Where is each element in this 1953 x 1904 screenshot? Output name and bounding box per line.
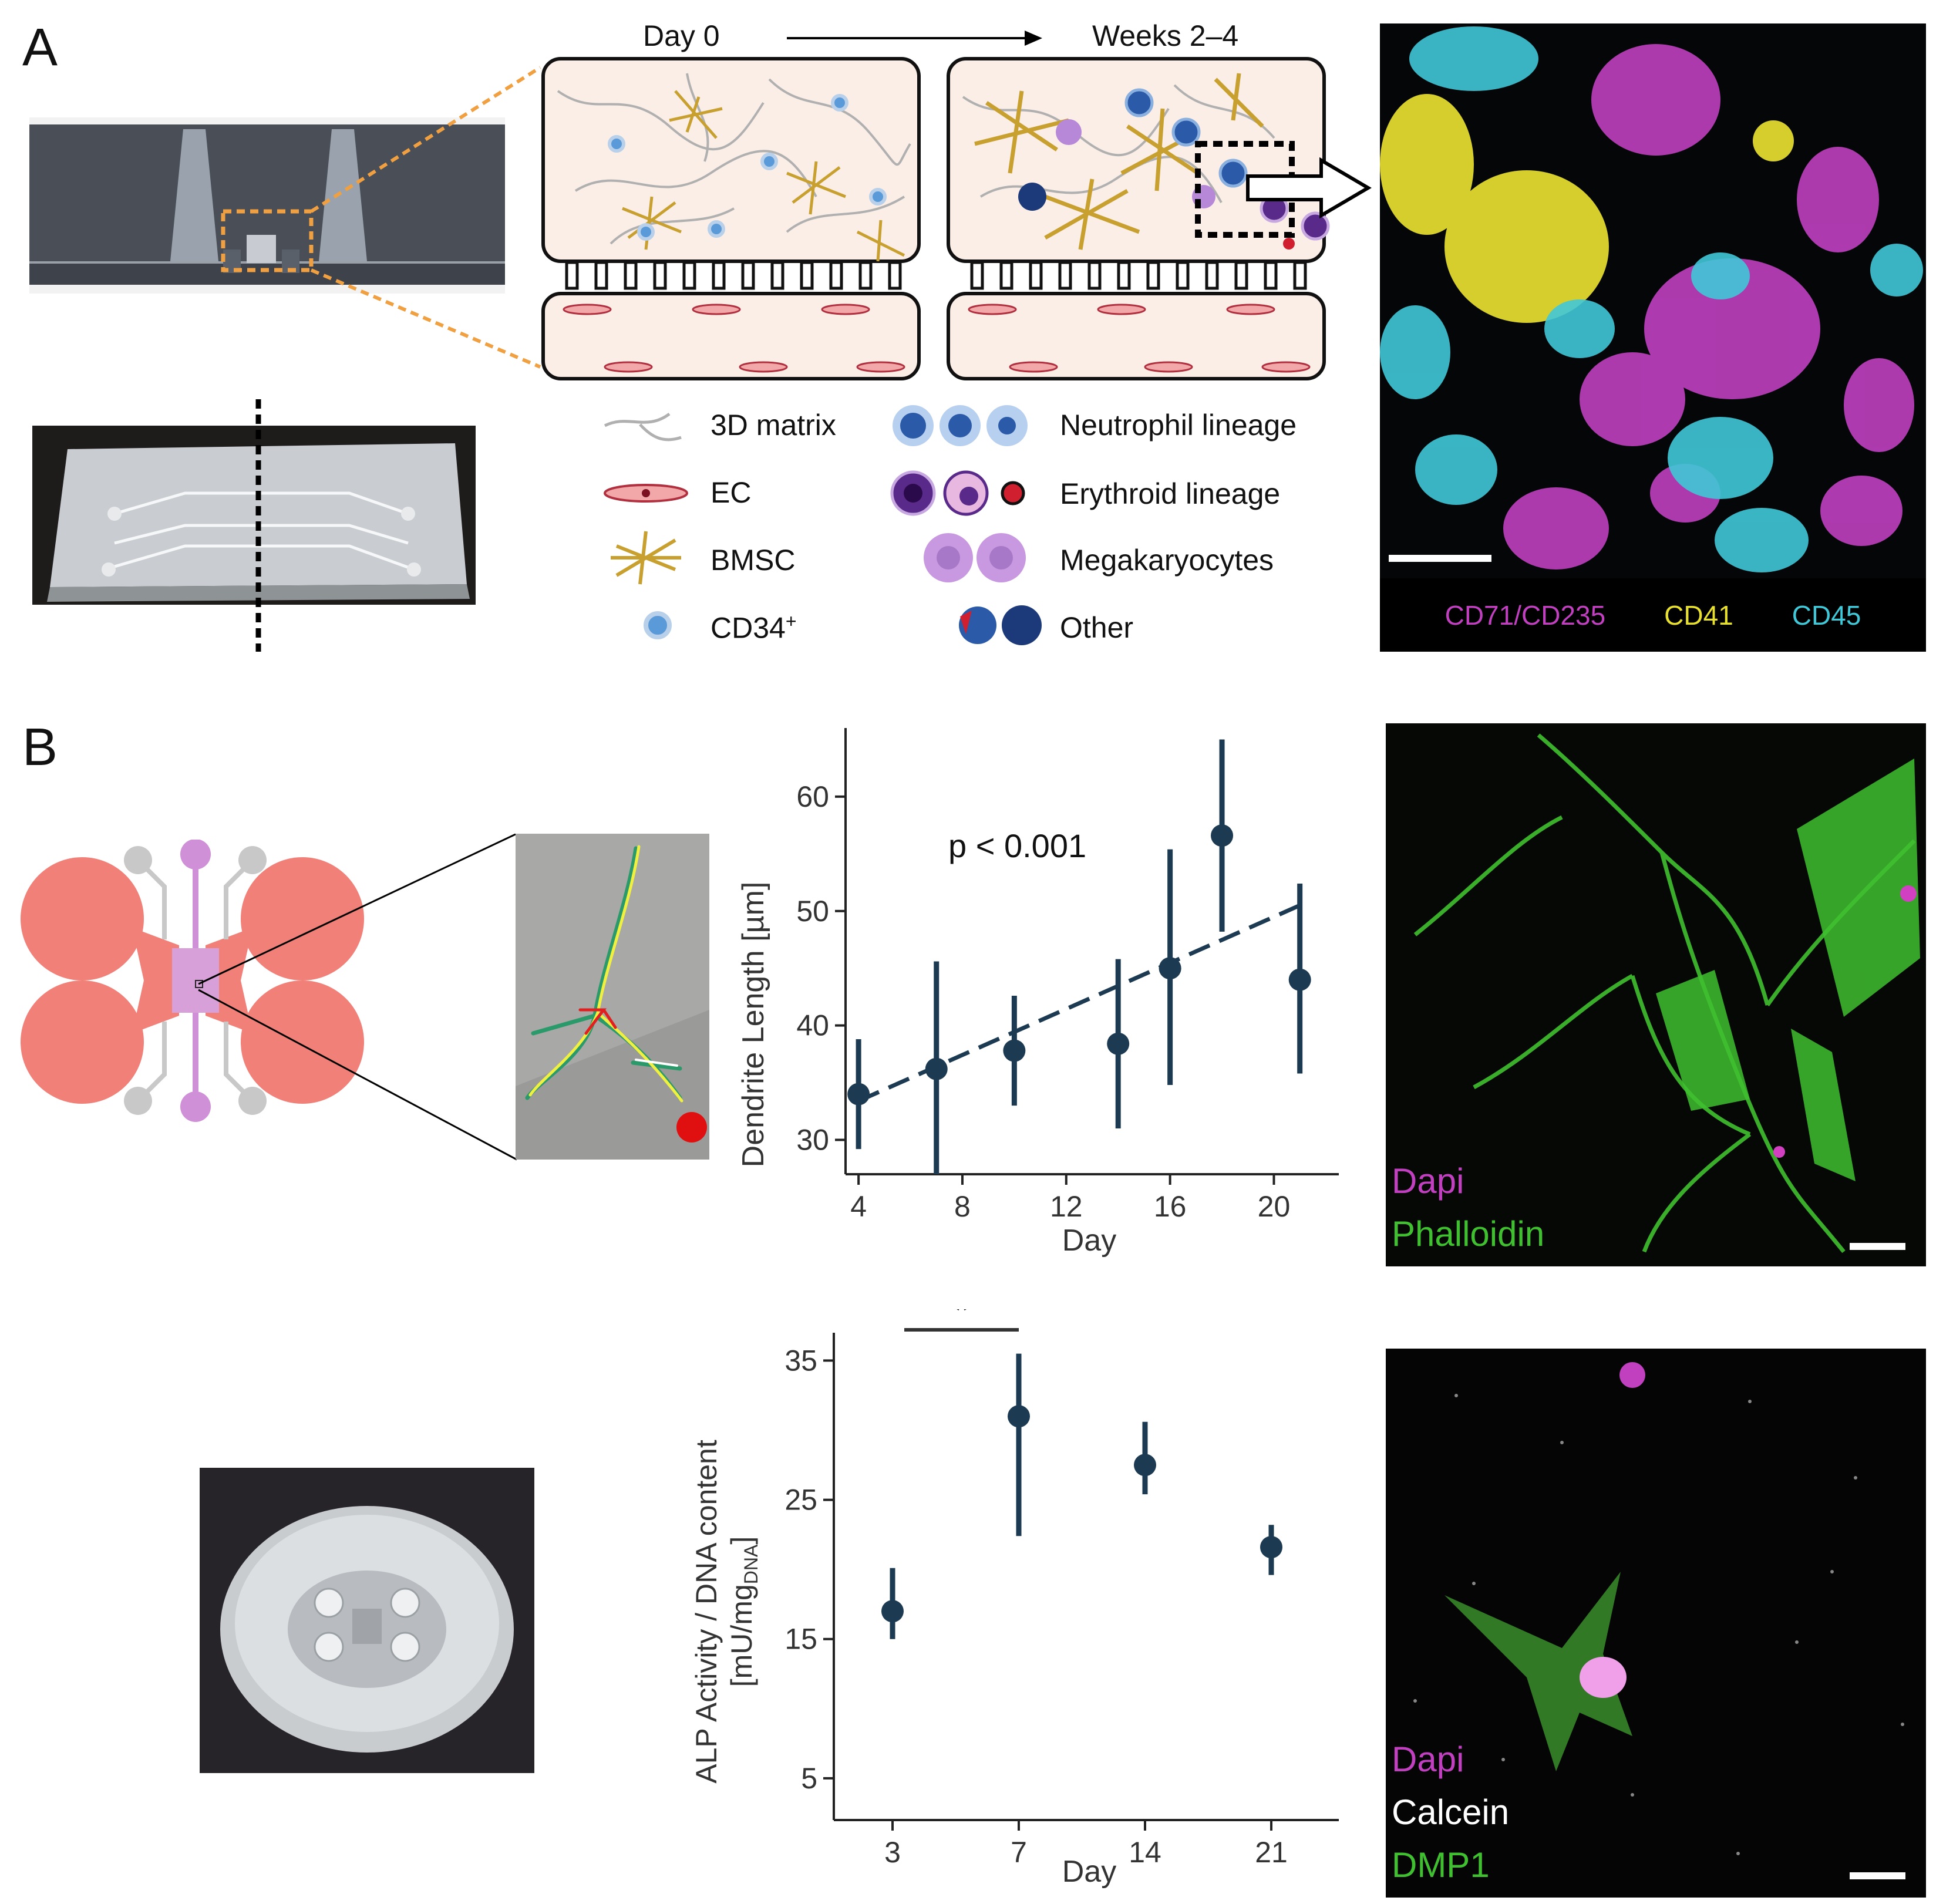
channel-phalloidin: Phalloidin [1392, 1214, 1545, 1253]
dendrite-image [516, 834, 709, 1160]
erythroid-icon [890, 470, 1025, 516]
scale-bar [1389, 555, 1491, 562]
time-arrow [787, 31, 1042, 46]
channel-dmp1: DMP1 [1392, 1845, 1490, 1885]
zoom-arrow-icon [1246, 157, 1372, 219]
micrograph-a-channel-legend: CD71/CD235 CD41 CD45 [1380, 578, 1926, 652]
chart2-ytick-label: 5 [801, 1762, 817, 1795]
scale-bar [1850, 1872, 1905, 1879]
micrograph-b1-image [1386, 723, 1926, 1266]
zoom-lines-b [198, 834, 517, 1161]
chart2-point [1134, 1454, 1156, 1477]
chart2-significance-label: * [953, 1309, 969, 1333]
micrograph-a-image [1380, 23, 1926, 578]
chart1-ytick-label: 60 [796, 780, 829, 813]
chart1-xtick-label: 20 [1258, 1190, 1291, 1223]
legend-icons-right [890, 405, 1042, 645]
chart2-point [1260, 1536, 1282, 1559]
legend-other: Other [1060, 611, 1134, 644]
legend-cd34: CD34+ [711, 611, 797, 645]
chart1-trend-line [857, 903, 1301, 1103]
chart1-point [847, 1083, 870, 1106]
chart1-xlabel: Day [1062, 1224, 1116, 1258]
petri-dish-photo [200, 1468, 534, 1773]
chart-dendrite-length: 30 40 50 60 4 8 12 16 20 Day Dendrite Length [µm… [736, 728, 1339, 1258]
channel-cd71: CD71/CD235 [1444, 599, 1606, 631]
chart2-xlabel: Day [1062, 1855, 1116, 1889]
chart1-point [1107, 1032, 1130, 1055]
chart2-ytick-label: 15 [784, 1623, 817, 1656]
day0-label: Day 0 [643, 19, 720, 52]
chart1-ytick-label: 50 [796, 895, 829, 928]
chart2-point [1008, 1405, 1030, 1428]
panel-label-b: B [22, 718, 58, 777]
chart2-point [881, 1600, 904, 1623]
legend-icons-left [604, 412, 688, 639]
culture-chambers [541, 57, 1330, 380]
scale-bar [1850, 1243, 1905, 1250]
matrix-icon [604, 412, 682, 442]
other-icon [959, 605, 1042, 645]
ec-icon [604, 484, 688, 503]
chart1-ylabel: Dendrite Length [µm] [736, 882, 770, 1168]
bmsc-icon [611, 531, 681, 585]
legend-matrix: 3D matrix [711, 409, 836, 442]
chart1-point [925, 1057, 948, 1080]
chart1-ytick-label: 40 [796, 1009, 829, 1042]
chart2-xtick-label: 7 [1011, 1836, 1027, 1869]
chart1-point [1211, 824, 1234, 847]
micrograph-b1: Dapi Phalloidin [1386, 723, 1926, 1266]
micrograph-b2: Dapi Calcein DMP1 [1386, 1349, 1926, 1898]
chart1-xtick-label: 12 [1050, 1190, 1083, 1223]
zoom-lines [310, 66, 541, 369]
chart1-point [1003, 1039, 1026, 1062]
legend-bmsc: BMSC [711, 544, 796, 577]
chart1-ytick-label: 30 [796, 1124, 829, 1157]
chip-diagram [21, 840, 364, 1122]
chart2-ylabel-line2: [mU/mgDNA] [725, 1536, 762, 1687]
section-line [255, 399, 261, 652]
legend-megakaryocytes: Megakaryocytes [1060, 544, 1274, 577]
channel-dapi: Dapi [1392, 1161, 1464, 1201]
micrograph-a: CD71/CD235 CD41 CD45 [1380, 23, 1926, 652]
legend-neutrophil: Neutrophil lineage [1060, 409, 1297, 442]
neutrophil-icon [893, 405, 1028, 446]
chart2-ylabel-end: ] [725, 1536, 758, 1545]
chart2-xtick-label: 3 [884, 1836, 901, 1869]
channel-calcein: Calcein [1392, 1792, 1510, 1832]
legend-cd34-base: CD34 [711, 611, 786, 645]
chart1-xtick-label: 16 [1154, 1190, 1187, 1223]
chart1-point [1288, 968, 1311, 991]
chart1-annotation: p < 0.001 [948, 827, 1086, 864]
chart1-xtick-label: 8 [954, 1190, 971, 1223]
chart2-ytick-label: 35 [784, 1344, 817, 1377]
cd34-icon [644, 611, 672, 639]
chart2-ylabel-line1: ALP Activity / DNA content [690, 1440, 723, 1784]
legend-ec: EC [711, 476, 752, 509]
chart2-ylabel-unit: [mU/mg [725, 1584, 758, 1687]
micrograph-b2-image [1386, 1349, 1926, 1898]
chart1-point [1159, 957, 1181, 980]
channel-cd41: CD41 [1664, 599, 1733, 631]
chart1-xtick-label: 4 [850, 1190, 867, 1223]
channel-cd45: CD45 [1792, 599, 1861, 631]
chart2-ylabel-sub: DNA [740, 1544, 762, 1584]
legend-cd34-sup: + [785, 611, 797, 632]
channel-dapi: Dapi [1392, 1740, 1464, 1779]
panel-label-a: A [22, 18, 58, 77]
chart2-ytick-label: 25 [784, 1484, 817, 1517]
chart2-xtick-label: 21 [1255, 1836, 1288, 1869]
device-cross-section [29, 117, 505, 294]
chart2-xtick-label: 14 [1129, 1836, 1161, 1869]
megakaryocyte-icon [924, 533, 1026, 582]
legend-erythroid: Erythroid lineage [1060, 477, 1281, 510]
weeks-label: Weeks 2–4 [1092, 19, 1239, 52]
chart-alp-activity: 5 15 25 35 3 7 14 21 * Day ALP Activity / DNA c… [690, 1309, 1339, 1889]
